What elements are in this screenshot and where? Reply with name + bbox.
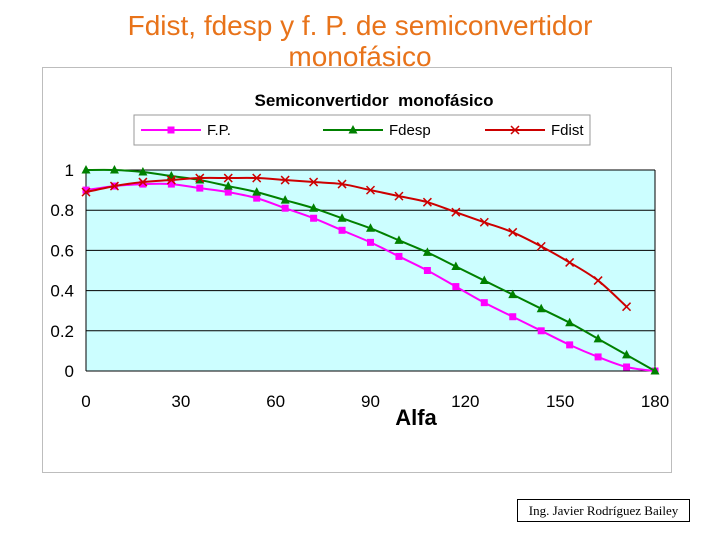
data-point-fdesp-45 [223, 181, 233, 190]
data-point-fp-171 [623, 363, 631, 371]
data-point-fdesp-171 [622, 349, 632, 359]
data-point-fdist-171 [622, 302, 632, 312]
y-tick-label-0: 0 [65, 362, 74, 381]
data-point-fdesp-63 [280, 195, 290, 204]
data-point-fp-99 [395, 252, 403, 260]
data-point-fdist-126 [479, 217, 489, 227]
data-point-fp-18 [139, 180, 147, 188]
chart-svg: Semiconvertidor monofásico F.P. Fdesp Fdis… [50, 91, 669, 430]
data-point-fdist-63 [280, 175, 290, 185]
data-point-fdist-18 [138, 177, 148, 187]
plot-area [86, 170, 655, 371]
y-tick-label-0.8: 0.8 [50, 201, 74, 220]
data-point-fp-90 [367, 238, 374, 246]
legend-label-fp: F.P. [207, 122, 231, 139]
data-point-fdist-108 [422, 197, 432, 207]
data-point-fp-108 [423, 267, 431, 274]
data-point-fp-135 [509, 313, 517, 321]
x-tick-label-0: 0 [81, 392, 90, 411]
x-tick-label-150: 150 [546, 392, 574, 411]
data-point-fdist-90 [365, 185, 376, 195]
data-point-fdesp-18 [138, 167, 148, 176]
data-point-fdist-54 [252, 173, 262, 183]
legend-label-fdesp: Fdesp [389, 122, 431, 139]
legend-marker-fp [167, 126, 175, 134]
x-tick-label-120: 120 [451, 392, 479, 411]
data-point-fdesp-99 [394, 235, 404, 244]
y-tick-label-0.2: 0.2 [50, 322, 74, 341]
y-tick-label-1: 1 [65, 161, 74, 180]
chart-frame: Semiconvertidor monofásico F.P. Fdesp Fdis… [42, 67, 672, 473]
data-point-fdesp-153 [565, 317, 575, 327]
data-point-fdist-27 [166, 175, 176, 185]
data-point-fdesp-36 [195, 175, 205, 184]
legend-marker-fdist [510, 125, 520, 135]
data-point-fp-72 [310, 214, 318, 222]
data-point-fdesp-90 [366, 223, 375, 232]
data-point-fdist-72 [309, 177, 319, 187]
data-point-fdesp-135 [508, 289, 518, 299]
data-point-fdesp-9 [109, 165, 119, 174]
data-point-fp-63 [281, 204, 289, 212]
legend-marker-fdesp [348, 125, 358, 134]
data-point-fdesp-144 [536, 303, 546, 313]
x-tick-label-90: 90 [361, 392, 380, 411]
data-point-fdist-117 [451, 207, 461, 217]
x-tick-label-180: 180 [641, 392, 669, 411]
data-point-fdesp-162 [593, 333, 603, 343]
data-point-fdesp-126 [479, 275, 489, 285]
data-point-fdist-99 [394, 191, 404, 201]
x-tick-label-60: 60 [266, 392, 285, 411]
chart-title: Semiconvertidor monofásico [255, 91, 494, 110]
series-line-fdist [85, 176, 628, 308]
data-point-fdist-162 [593, 276, 603, 286]
slide-title-line-2: monofásico [288, 41, 432, 72]
data-point-fdesp-180 [650, 366, 660, 375]
data-point-fp-36 [196, 184, 204, 192]
data-point-fp-27 [167, 180, 175, 188]
data-point-fp-54 [253, 194, 261, 202]
data-point-fdesp-81 [337, 213, 347, 222]
data-point-fp-45 [224, 188, 232, 196]
data-point-fdesp-72 [309, 203, 319, 212]
data-point-fp-126 [480, 299, 488, 307]
data-point-fdesp-0 [81, 165, 91, 174]
data-point-fp-162 [594, 353, 602, 361]
data-point-fdist-36 [195, 173, 205, 183]
data-point-fdesp-54 [252, 187, 262, 196]
data-point-fdesp-108 [422, 247, 432, 256]
y-tick-label-0.6: 0.6 [50, 241, 74, 260]
y-tick-label-0.4: 0.4 [50, 282, 74, 301]
data-point-fp-153 [566, 341, 574, 349]
data-point-fdesp-117 [451, 261, 461, 270]
data-point-fdist-153 [565, 257, 575, 267]
author-credit: Ing. Javier Rodríguez Bailey [517, 499, 690, 522]
data-point-fdist-135 [508, 227, 518, 237]
data-point-fp-0 [82, 186, 90, 194]
data-point-fdist-81 [337, 179, 347, 189]
data-point-fp-144 [537, 327, 545, 335]
data-point-fp-117 [452, 283, 460, 291]
legend-label-fdist: Fdist [551, 122, 584, 139]
data-point-fp-81 [338, 226, 346, 234]
data-point-fdist-9 [109, 181, 119, 191]
slide-title: Fdist, fdesp y f. P. de semiconvertidor … [0, 10, 720, 72]
data-point-fdist-0 [81, 187, 91, 197]
data-point-fdist-144 [536, 241, 546, 251]
slide-title-line-1: Fdist, fdesp y f. P. de semiconvertidor [127, 10, 593, 41]
x-tick-label-30: 30 [171, 392, 190, 411]
data-point-fdist-45 [223, 173, 233, 183]
x-axis-label: Alfa [395, 405, 437, 430]
